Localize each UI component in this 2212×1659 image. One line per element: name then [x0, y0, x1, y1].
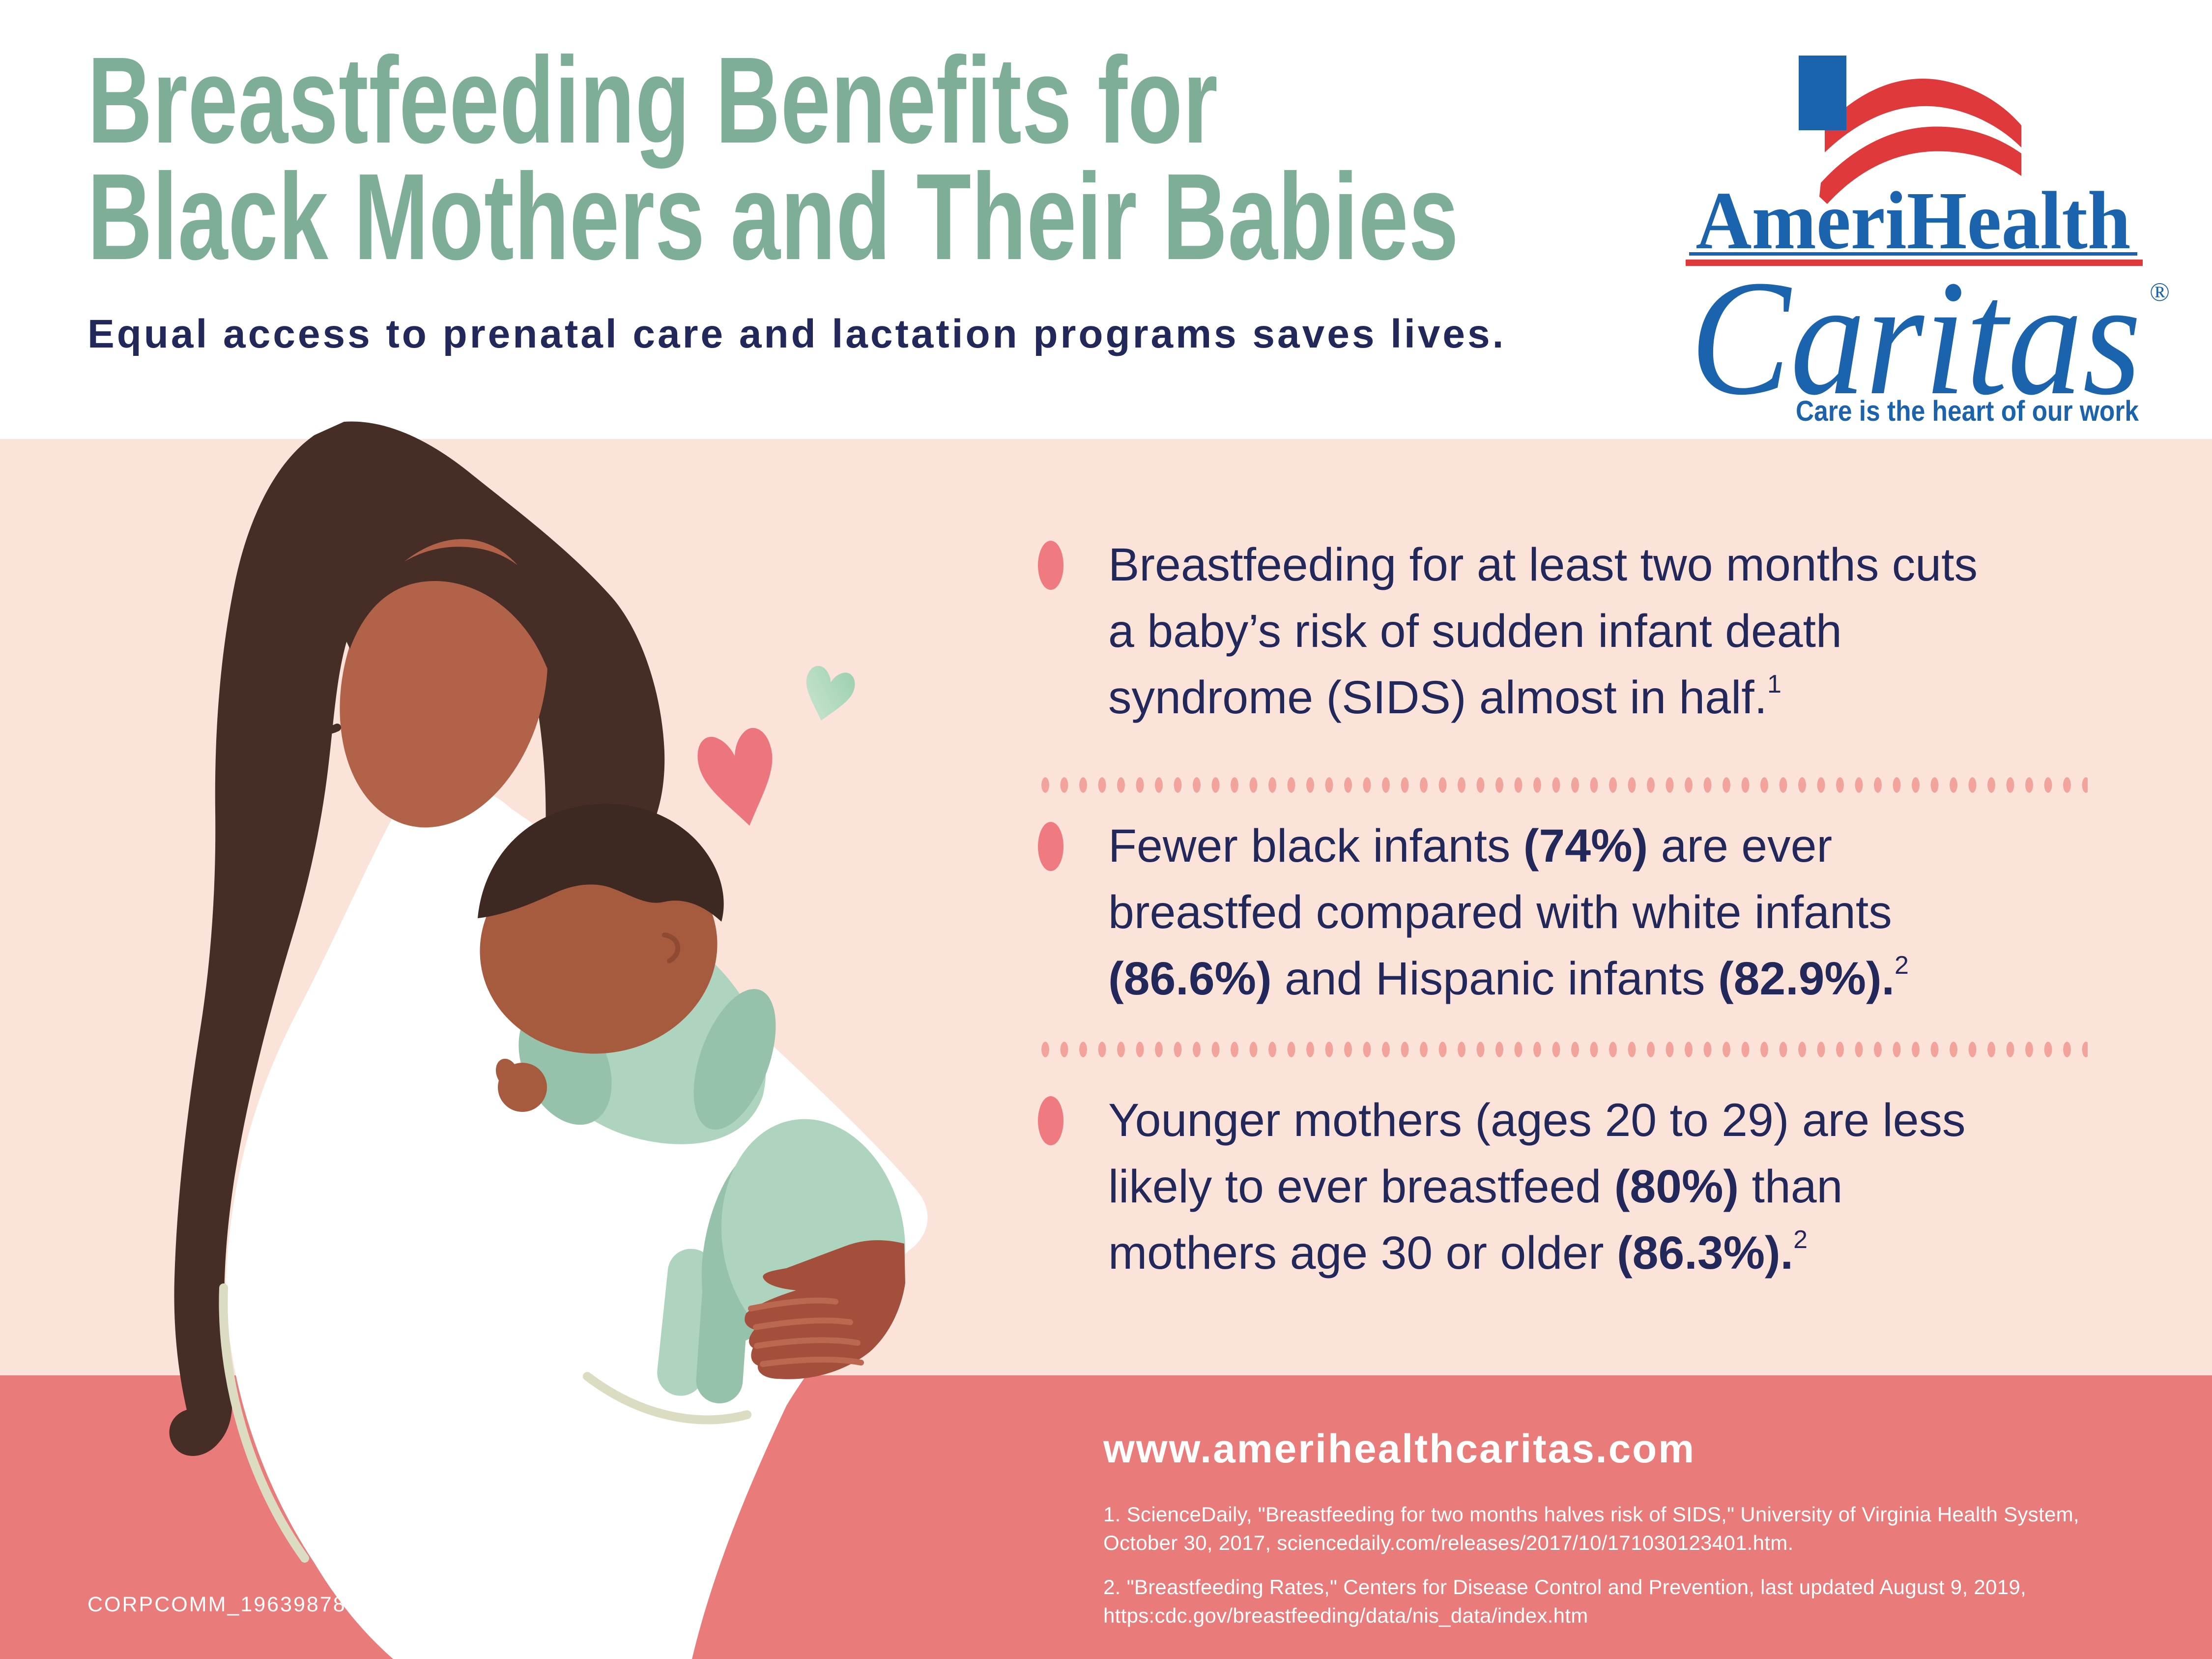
- bullet-item-mother-age: Younger mothers (ages 20 to 29) are less…: [1108, 1087, 2165, 1286]
- bullet-dot: [1038, 822, 1063, 871]
- website-link[interactable]: www.amerihealthcaritas.com: [1103, 1426, 1696, 1471]
- bullet-text-segment: Breastfeeding for at least two months cu…: [1108, 539, 1978, 591]
- page-subtitle: Equal access to prenatal care and lactat…: [87, 312, 1506, 356]
- bullet-text-segment: Fewer black infants: [1108, 820, 1523, 872]
- bullet-line: a baby’s risk of sudden infant death: [1108, 598, 2165, 665]
- bullet-text-segment: (80%): [1614, 1161, 1739, 1213]
- page-title: Breastfeeding Benefits for Black Mothers…: [87, 31, 1966, 285]
- bullet-line: (86.6%) and Hispanic infants (82.9%).2: [1108, 946, 2165, 1012]
- dotted-separator: [1041, 777, 2088, 793]
- bullet-line: Younger mothers (ages 20 to 29) are less: [1108, 1087, 2165, 1154]
- bullet-line: Breastfeeding for at least two months cu…: [1108, 532, 2165, 598]
- bullet-line: mothers age 30 or older (86.3%).2: [1108, 1220, 2165, 1286]
- bullet-text-segment: breastfed compared with white infants: [1108, 886, 1892, 938]
- bullet-text-segment: Younger mothers (ages 20 to 29) are less: [1108, 1094, 1966, 1146]
- footnote-1: 1. ScienceDaily, "Breastfeeding for two …: [1103, 1503, 2079, 1554]
- bullet-text-segment: mothers age 30 or older: [1108, 1227, 1617, 1279]
- bullet-line: syndrome (SIDS) almost in half.1: [1108, 665, 2165, 731]
- bullet-item-breastfed-rates: Fewer black infants (74%) are ever breast…: [1108, 813, 2165, 1012]
- footnote-reference: 1: [1767, 670, 1781, 699]
- footnote-reference: 2: [1895, 951, 1909, 980]
- bullet-text-segment: (86.3%).: [1617, 1227, 1794, 1279]
- registered-trademark-icon: ®: [2150, 277, 2170, 307]
- page-title-line-1: Breastfeeding Benefits for: [87, 31, 1218, 169]
- bullet-text-segment: (82.9%).: [1718, 953, 1895, 1005]
- bullet-text-segment: (74%): [1523, 820, 1648, 872]
- bullet-text-segment: than: [1739, 1161, 1843, 1213]
- bullet-dot: [1038, 541, 1063, 590]
- dotted-separator: [1041, 1041, 2088, 1058]
- bullet-text-segment: likely to ever breastfeed: [1108, 1161, 1614, 1213]
- bullet-text-segment: a baby’s risk of sudden infant death: [1108, 605, 1842, 657]
- bullet-item-sids: Breastfeeding for at least two months cu…: [1108, 532, 2165, 731]
- bullet-text-segment: syndrome (SIDS) almost in half.: [1108, 671, 1767, 724]
- bullet-text-segment: (86.6%): [1108, 953, 1272, 1005]
- bullet-line: breastfed compared with white infants: [1108, 879, 2165, 946]
- bullet-text-segment: and Hispanic infants: [1271, 953, 1718, 1005]
- logo-tagline: Care is the heart of our work: [1796, 395, 2139, 427]
- bullet-line: likely to ever breastfeed (80%) than: [1108, 1154, 2165, 1220]
- bullet-dot: [1038, 1096, 1063, 1145]
- page-title-line-2: Black Mothers and Their Babies: [87, 148, 1459, 285]
- footnote-reference: 2: [1793, 1225, 1808, 1254]
- bullet-line: Fewer black infants (74%) are ever: [1108, 813, 2165, 879]
- footnote-2: 2. "Breastfeeding Rates," Centers for Di…: [1103, 1575, 2026, 1627]
- job-code: CORPCOMM_19639878: [87, 1593, 346, 1616]
- bullet-text-segment: are ever: [1648, 820, 1833, 872]
